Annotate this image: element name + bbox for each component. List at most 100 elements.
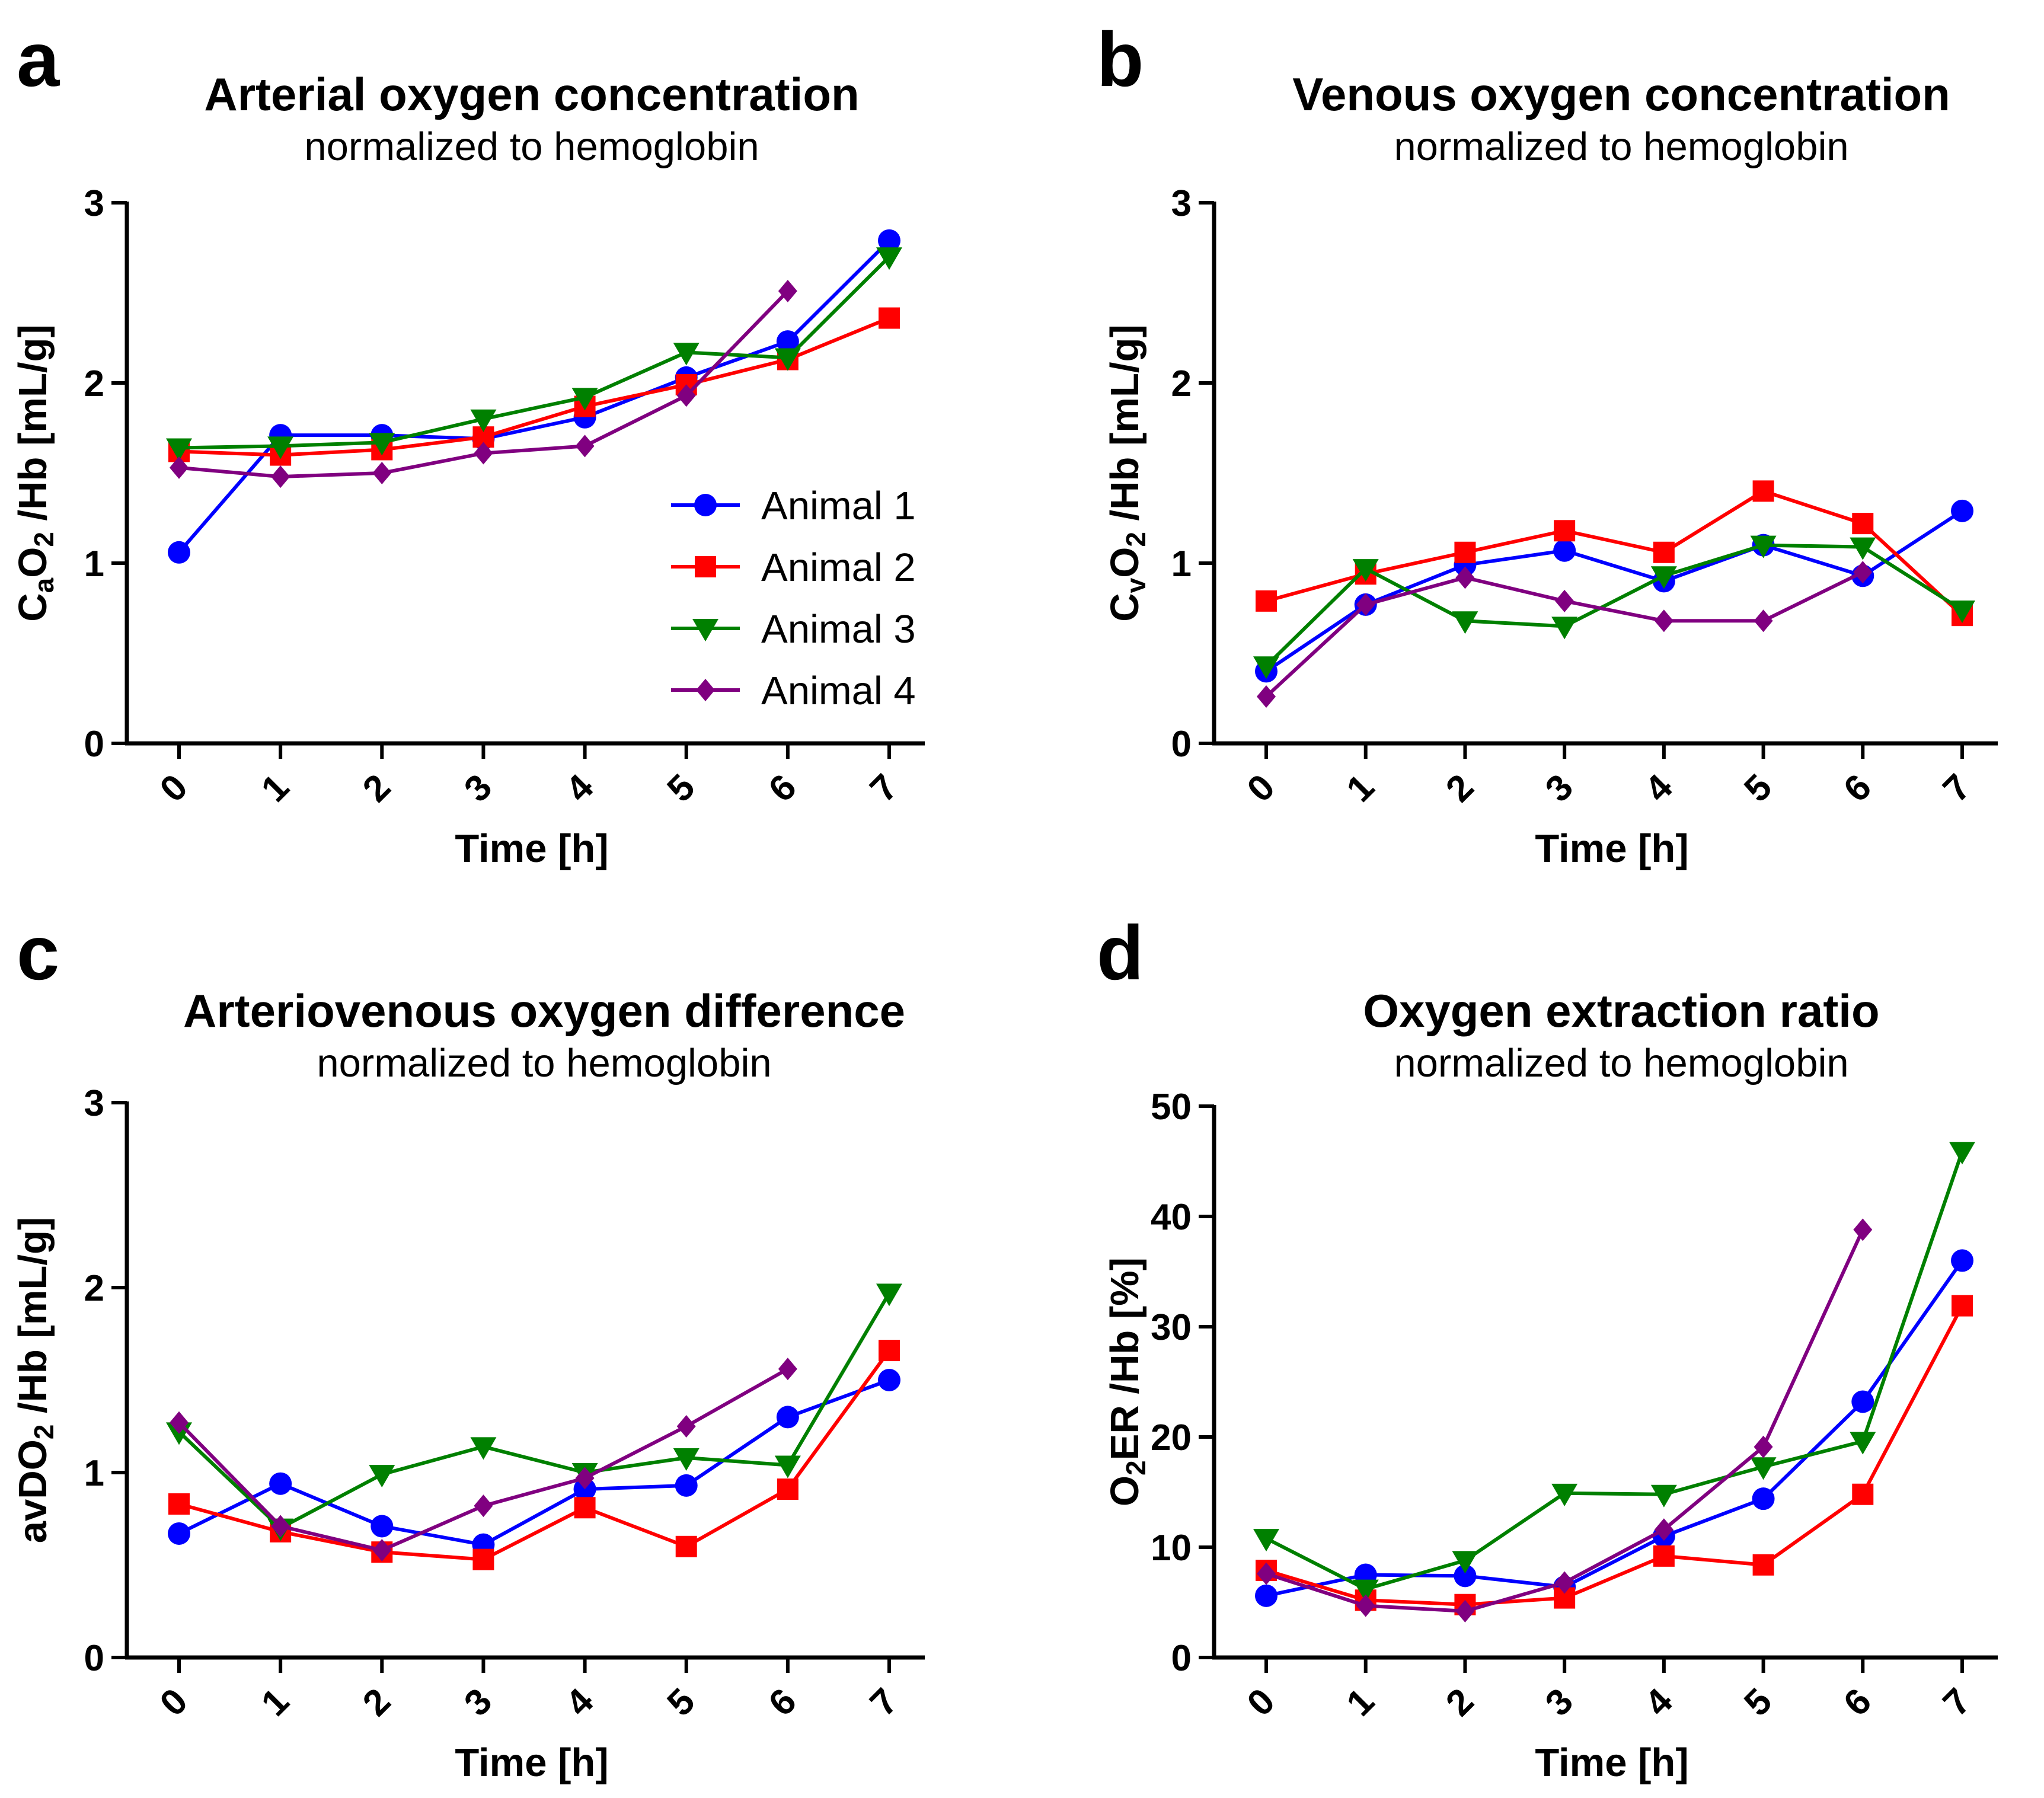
series-animal-2	[168, 1340, 900, 1570]
data-point	[1255, 1584, 1278, 1607]
data-point	[1750, 1457, 1777, 1480]
x-tick-label: 3	[456, 1681, 500, 1724]
series-animal-3	[166, 1283, 902, 1541]
data-point	[774, 348, 801, 371]
legend-label: Animal 2	[761, 545, 916, 590]
legend-label: Animal 1	[761, 484, 916, 528]
x-tick-label: 0	[152, 1681, 196, 1724]
x-tick-label: 5	[659, 1681, 702, 1724]
y-tick-label: 3	[84, 1083, 104, 1124]
data-point	[474, 442, 493, 465]
data-point	[1951, 1249, 1973, 1272]
legend-marker	[692, 619, 718, 641]
y-axis-label-part: O	[1103, 1476, 1147, 1506]
x-axis-label: Time [h]	[455, 1740, 608, 1785]
data-point	[1951, 499, 1973, 522]
series-line	[1266, 1259, 1964, 1598]
data-point	[1257, 1562, 1276, 1585]
y-tick-label: 2	[84, 1268, 104, 1309]
data-point	[1853, 1218, 1873, 1241]
data-point	[1356, 593, 1375, 616]
data-point	[371, 1515, 394, 1538]
y-tick-label: 2	[84, 363, 104, 404]
data-point	[369, 433, 395, 456]
y-axis-label-subscript: 2	[28, 1425, 59, 1440]
y-axis-label-part: /Hb [mL/g]	[1103, 324, 1147, 532]
data-point	[1653, 1545, 1675, 1567]
data-point	[1852, 1483, 1874, 1505]
chart-subtitle: normalized to hemoglobin	[304, 124, 759, 169]
y-axis-label-part: C	[11, 593, 55, 621]
data-point	[1949, 1142, 1975, 1165]
data-point	[879, 307, 900, 329]
x-tick-label: 6	[761, 1681, 804, 1724]
y-axis-label-part: avDO	[11, 1439, 55, 1543]
x-tick-label: 3	[1538, 1681, 1581, 1724]
series-animal-4	[1257, 1218, 1873, 1623]
data-point	[1949, 601, 1975, 624]
y-axis-label-part: /Hb [mL/g]	[11, 324, 55, 532]
data-point	[369, 1465, 395, 1488]
y-tick-label: 50	[1151, 1087, 1192, 1128]
data-point	[1356, 1594, 1375, 1617]
y-axis-label-subscript: v	[1120, 577, 1151, 593]
x-tick-label: 6	[1836, 767, 1879, 810]
y-axis-label-part: ER /Hb [%]	[1103, 1257, 1147, 1460]
x-tick-label: 3	[1538, 767, 1581, 810]
data-point	[1452, 1551, 1478, 1574]
x-tick-label: 1	[254, 1681, 297, 1724]
data-point	[1752, 1487, 1775, 1510]
data-point	[574, 1497, 596, 1519]
chart-title: Venous oxygen concentration	[1292, 68, 1950, 120]
data-point	[1253, 656, 1279, 679]
y-axis-label-part: O	[1103, 547, 1147, 578]
data-point	[1454, 541, 1476, 563]
x-tick-label: 4	[558, 1681, 602, 1724]
data-point	[1455, 1599, 1475, 1623]
x-tick-label: 5	[659, 767, 702, 810]
y-axis-label-subscript: 2	[1120, 532, 1151, 547]
data-point	[673, 343, 700, 366]
x-tick-label: 1	[1339, 1681, 1382, 1724]
y-tick-label: 0	[84, 1638, 104, 1679]
data-point	[1654, 1518, 1673, 1541]
legend-marker	[696, 679, 715, 701]
x-tick-label: 2	[355, 767, 398, 810]
series-animal-3	[166, 247, 902, 461]
data-point	[1352, 559, 1379, 582]
data-point	[1650, 1484, 1677, 1508]
x-tick-label: 5	[1736, 767, 1780, 810]
data-point	[1850, 537, 1876, 560]
series-animal-1	[1255, 499, 1973, 683]
legend-marker	[695, 556, 716, 577]
data-point	[1553, 539, 1576, 562]
data-point	[166, 438, 192, 461]
y-tick-label: 3	[84, 183, 104, 224]
data-point	[1551, 1483, 1578, 1506]
x-tick-label: 6	[1836, 1681, 1879, 1724]
data-point	[1853, 561, 1873, 584]
y-axis-label: CaO2 /Hb [mL/g]	[11, 324, 59, 622]
y-tick-label: 30	[1151, 1307, 1192, 1348]
data-point	[673, 1448, 700, 1471]
data-point	[1754, 1435, 1773, 1458]
data-point	[675, 1474, 698, 1497]
series-animal-3	[1253, 1142, 1975, 1602]
x-tick-label: 2	[1438, 767, 1481, 810]
data-point	[676, 1415, 696, 1438]
x-tick-label: 4	[1637, 767, 1681, 810]
chart-title: Arterial oxygen concentration	[204, 68, 859, 120]
y-tick-label: 20	[1151, 1417, 1192, 1458]
data-point	[1850, 1432, 1876, 1455]
data-point	[575, 435, 595, 458]
series-animal-4	[170, 279, 797, 488]
data-point	[1551, 617, 1578, 640]
y-tick-label: 0	[84, 724, 104, 765]
data-point	[675, 1535, 697, 1557]
x-tick-label: 1	[1339, 767, 1382, 810]
panel-letter: c	[17, 909, 59, 996]
series-line	[178, 256, 891, 450]
data-point	[878, 229, 900, 252]
